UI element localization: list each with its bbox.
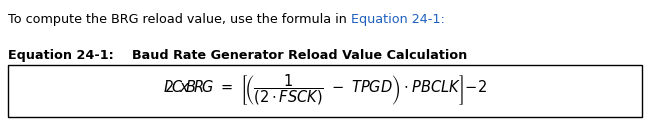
Text: $\mathit{I\!2\!C\!x\!B\!R\!G}\ =\ \left[\!\left(\dfrac{1}{(2\cdot \mathit{FSCK}): $\mathit{I\!2\!C\!x\!B\!R\!G}\ =\ \left[… bbox=[162, 73, 488, 108]
Text: To compute the BRG reload value, use the formula in: To compute the BRG reload value, use the… bbox=[8, 13, 351, 26]
Text: Equation 24-1:: Equation 24-1: bbox=[8, 49, 114, 62]
Bar bbox=[8, 65, 642, 117]
Text: Equation 24-1:: Equation 24-1: bbox=[351, 13, 445, 26]
Text: Baud Rate Generator Reload Value Calculation: Baud Rate Generator Reload Value Calcula… bbox=[114, 49, 467, 62]
